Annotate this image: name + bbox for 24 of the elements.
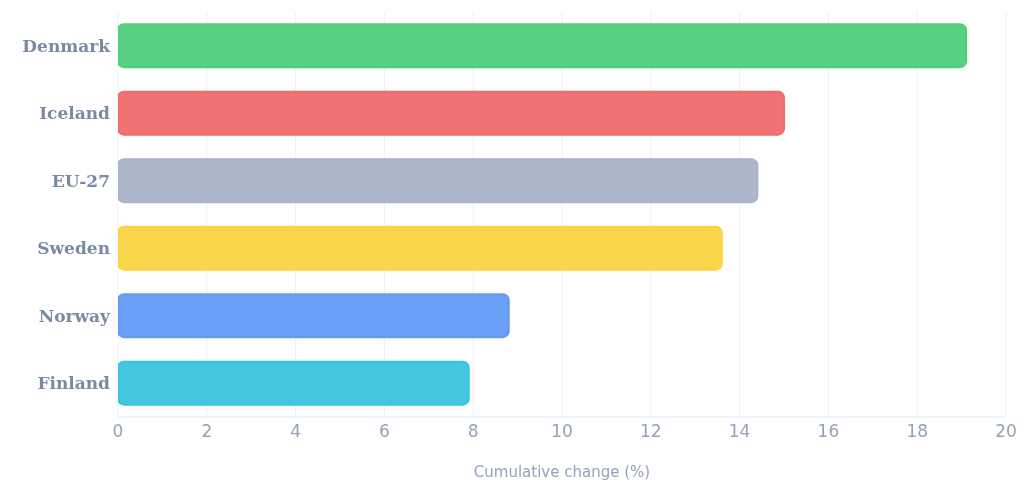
bar (118, 360, 470, 406)
y-tick-label: Denmark (22, 35, 112, 56)
x-tick-label: 12 (639, 421, 662, 442)
x-tick-label: 0 (112, 421, 124, 442)
x-tick-label: 8 (467, 421, 479, 442)
x-tick-label: 14 (728, 421, 751, 442)
x-tick-label: 2 (201, 421, 213, 442)
y-tick-label: Finland (37, 373, 111, 394)
y-tick-label: Sweden (37, 238, 110, 259)
x-tick-label: 10 (551, 421, 573, 442)
x-tick-label: 6 (378, 421, 390, 442)
y-tick-label: Iceland (39, 103, 111, 124)
x-axis-title: Cumulative change (%) (473, 463, 651, 481)
x-tick-label: 18 (906, 421, 929, 442)
y-tick-label: Norway (38, 305, 112, 326)
bar (118, 90, 785, 136)
bar (118, 158, 759, 204)
bar (118, 225, 723, 271)
y-tick-label: EU-27 (51, 170, 110, 191)
x-tick-label: 4 (290, 421, 302, 442)
bar (118, 293, 510, 339)
x-tick-label: 16 (817, 421, 840, 442)
x-tick-label: 20 (995, 421, 1017, 442)
bar (118, 23, 968, 69)
